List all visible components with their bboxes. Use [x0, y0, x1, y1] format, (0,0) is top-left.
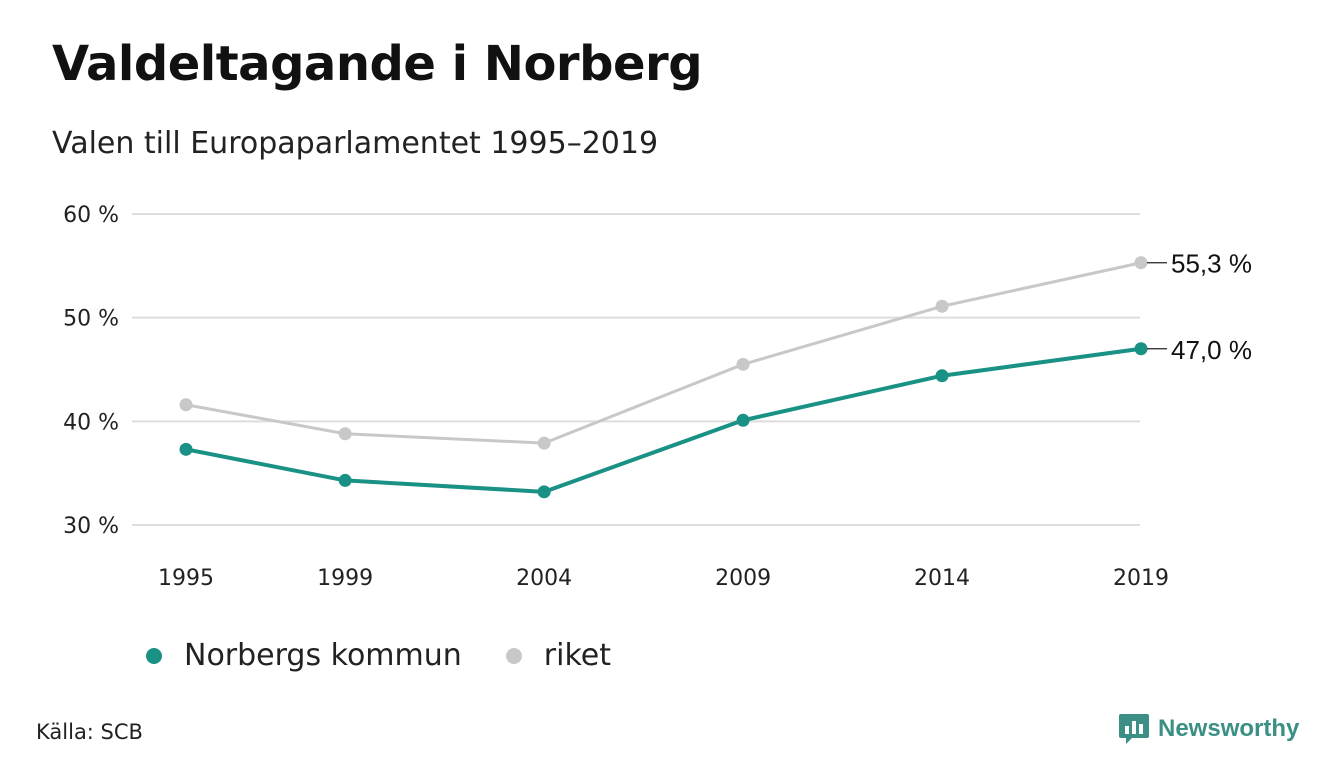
- y-axis: 30 % 40 % 50 % 60 %: [63, 203, 119, 539]
- point-norbergs-kommun-1999: [338, 473, 352, 487]
- chart-subtitle: Valen till Europaparlamentet 1995–2019: [52, 126, 659, 161]
- newsworthy-logo-icon: [1119, 714, 1149, 744]
- x-tick-label-2014: 2014: [914, 566, 970, 591]
- legend-marker-riket: [505, 647, 522, 664]
- point-riket-2019: [1134, 256, 1148, 270]
- y-tick-label-30: 30 %: [63, 514, 119, 539]
- source-note: Källa: SCB: [36, 720, 143, 744]
- x-tick-label-1999: 1999: [317, 566, 373, 591]
- y-tick-label-50: 50 %: [63, 307, 119, 332]
- legend: Norbergs kommun riket: [146, 638, 655, 673]
- point-norbergs-kommun-2019: [1134, 342, 1148, 356]
- x-axis: 1995 1999 2004 2009 2014 2019: [158, 566, 1169, 591]
- point-norbergs-kommun-2009: [736, 413, 750, 427]
- legend-item-riket[interactable]: riket: [505, 638, 611, 673]
- point-norbergs-kommun-2014: [935, 369, 949, 383]
- x-tick-label-2019: 2019: [1113, 566, 1169, 591]
- point-riket-2009: [736, 357, 750, 371]
- legend-label-norberg: Norbergs kommun: [184, 638, 462, 673]
- x-tick-label-2004: 2004: [516, 566, 572, 591]
- x-tick-label-1995: 1995: [158, 566, 214, 591]
- chart-title: Valdeltagande i Norberg: [52, 36, 703, 92]
- grid-lines: [132, 213, 1140, 526]
- point-riket-2004: [537, 436, 551, 450]
- series-line-riket: [185, 261, 1142, 445]
- end-labels: 55,3 % 47,0 %: [1147, 249, 1252, 365]
- y-tick-label-40: 40 %: [63, 410, 119, 435]
- x-tick-label-2009: 2009: [715, 566, 771, 591]
- point-norbergs-kommun-1995: [179, 442, 193, 456]
- series: [179, 256, 1148, 499]
- end-label-norbergs-kommun: 47,0 %: [1171, 335, 1252, 365]
- legend-label-riket: riket: [543, 638, 611, 673]
- point-norbergs-kommun-2004: [537, 485, 551, 499]
- brand-logo[interactable]: Newsworthy: [1118, 712, 1299, 746]
- legend-marker-norberg: [146, 647, 162, 664]
- point-riket-1995: [179, 398, 193, 412]
- point-riket-2014: [935, 299, 949, 313]
- end-label-riket: 55,3 %: [1171, 249, 1252, 279]
- brand-name: Newsworthy: [1158, 715, 1300, 742]
- point-riket-1999: [338, 427, 352, 441]
- series-line-norbergs-kommun: [185, 346, 1142, 494]
- legend-item-norberg[interactable]: Norbergs kommun: [146, 638, 462, 673]
- y-tick-label-60: 60 %: [63, 203, 119, 228]
